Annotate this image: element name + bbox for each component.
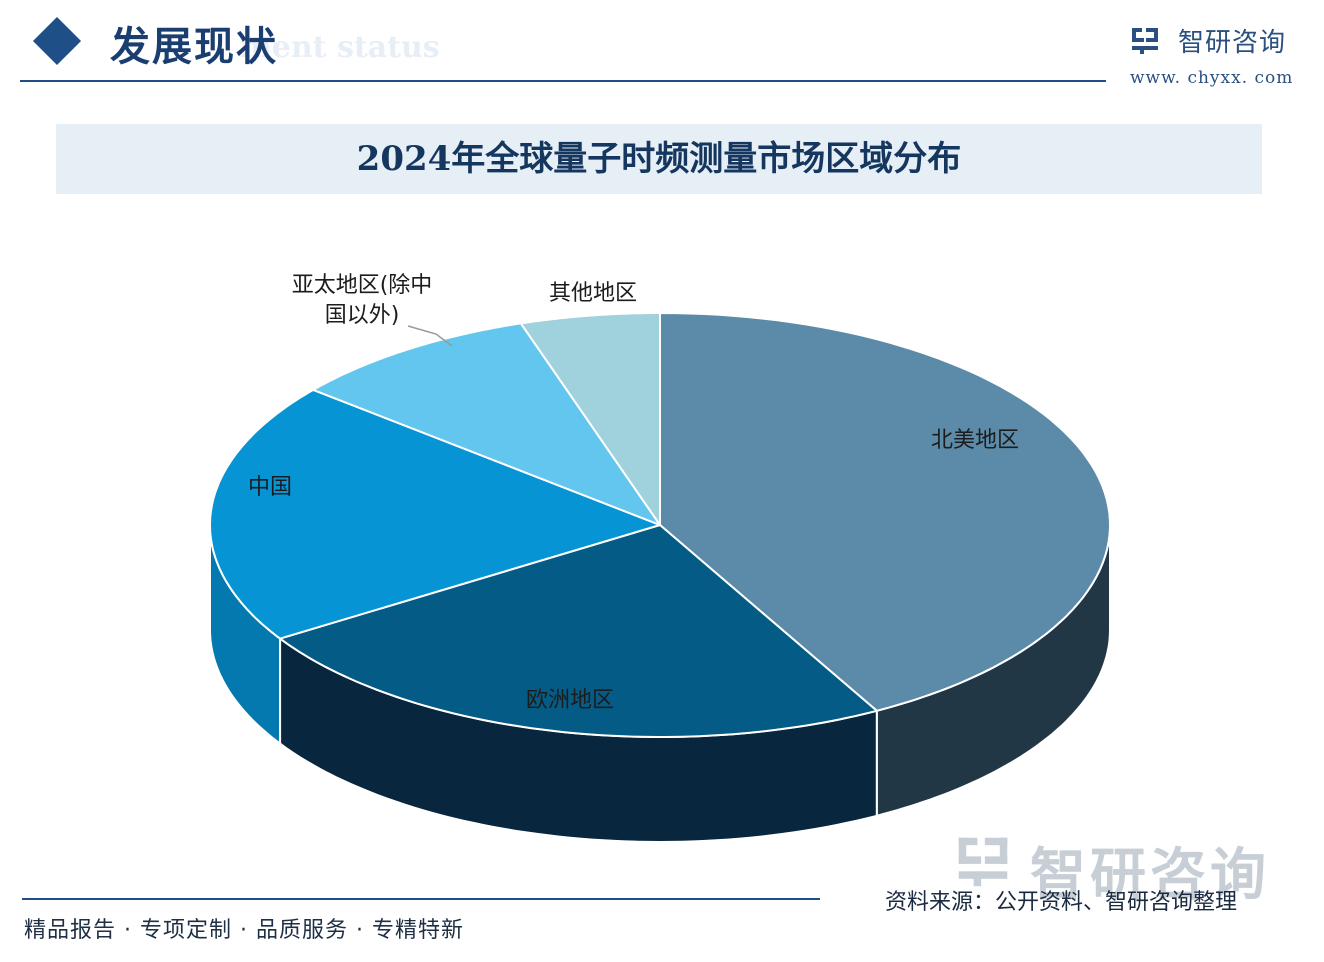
pie-slice-4 bbox=[519, 312, 661, 526]
footer-divider bbox=[22, 898, 820, 900]
watermark-text: 智研咨询 bbox=[1030, 843, 1270, 908]
page-header: ment status 发展现状 智研咨询 www. chyxx. com bbox=[0, 0, 1324, 100]
header-divider bbox=[20, 80, 1106, 82]
watermark-logo-icon bbox=[958, 837, 1008, 887]
chart-title-band: 2024年全球量子时频测量市场区域分布 bbox=[56, 124, 1262, 194]
pie-slice-0 bbox=[659, 312, 1111, 712]
source-note: 资料来源：公开资料、智研咨询整理 bbox=[885, 890, 1238, 915]
pie-label-0: 北美地区 bbox=[931, 428, 1019, 453]
chart-title: 2024年全球量子时频测量市场区域分布 bbox=[356, 139, 962, 179]
pie-label-1: 欧洲地区 bbox=[526, 688, 614, 713]
pie-label-4: 其他地区 bbox=[549, 281, 637, 306]
footer-slogan: 精品报告 · 专项定制 · 品质服务 · 专精特新 bbox=[24, 918, 464, 943]
logo-url: www. chyxx. com bbox=[1130, 68, 1294, 88]
pie-label-2: 中国 bbox=[248, 475, 292, 500]
pie-slice-2 bbox=[209, 388, 661, 640]
pie-slice-3 bbox=[312, 322, 661, 526]
pie-slice-1 bbox=[279, 524, 878, 738]
logo-text: 智研咨询 bbox=[1178, 28, 1287, 58]
pie-label-3: 亚太地区(除中国以外) bbox=[292, 273, 433, 328]
section-title: 发展现状 bbox=[110, 23, 278, 70]
logo-mark-icon bbox=[1132, 28, 1158, 54]
pie-leader-line-3 bbox=[407, 325, 453, 347]
section-subtitle: ment status bbox=[240, 30, 440, 65]
